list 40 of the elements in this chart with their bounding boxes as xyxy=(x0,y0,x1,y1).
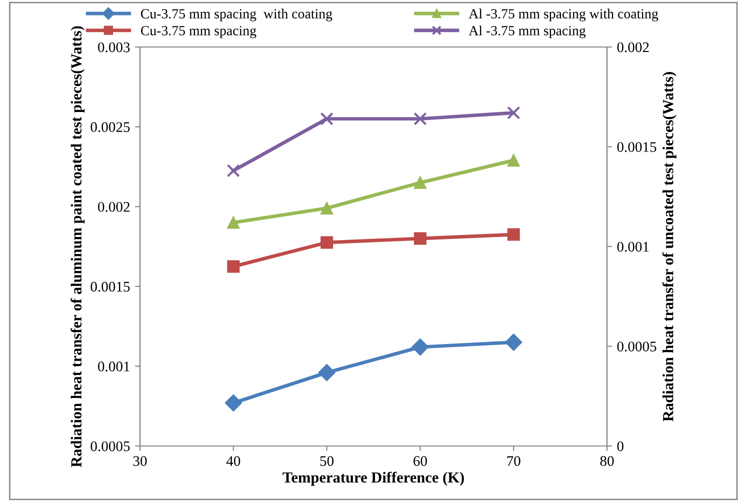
y-tick-label: 0.0005 xyxy=(90,441,130,452)
y-tick-label: 0.002 xyxy=(98,202,130,212)
point xyxy=(505,334,522,351)
y2-tick-label: 0.0005 xyxy=(617,342,656,352)
point xyxy=(320,236,334,249)
point xyxy=(226,164,240,178)
point xyxy=(320,202,334,214)
y-tick-label: 0.003 xyxy=(98,42,130,52)
y2-axis-title: Radiation heat transfer of uncoated test pieces(Watts) xyxy=(662,72,676,422)
y-tick-label: 0.0025 xyxy=(90,122,130,132)
point xyxy=(320,112,334,126)
x-tick-label: 30 xyxy=(133,456,147,466)
y2-tick-label: 0 xyxy=(617,441,624,452)
y2-tick-label: 0.0015 xyxy=(617,142,656,152)
point xyxy=(507,106,520,120)
x-tick-label: 60 xyxy=(414,456,427,466)
point xyxy=(227,216,240,229)
point xyxy=(414,176,426,189)
x-axis-title: Temperature Difference (K) xyxy=(282,472,464,486)
legend-label: Cu-3.75 mm spacing with coating xyxy=(140,8,332,22)
legend-label: Al -3.75 mm spacing with coating xyxy=(468,8,658,22)
x-tick-label: 70 xyxy=(507,456,520,466)
point xyxy=(507,228,520,241)
point xyxy=(414,232,426,245)
point xyxy=(318,364,336,382)
y2-tick-label: 0.002 xyxy=(617,42,649,52)
point xyxy=(414,112,427,126)
x-tick-label: 80 xyxy=(600,456,614,466)
legend-label: Al -3.75 mm spacing xyxy=(468,26,586,38)
y-tick-label: 0.0015 xyxy=(90,282,130,292)
point xyxy=(412,338,429,356)
y-axis-title: Radiation heat transfer of aluminum paint coated test pieces(Watts) xyxy=(70,26,85,468)
y-tick-label: 0.001 xyxy=(98,362,130,372)
point xyxy=(507,154,520,167)
point xyxy=(227,260,240,273)
x-tick-label: 40 xyxy=(226,456,240,466)
y2-tick-label: 0.001 xyxy=(617,242,649,252)
legend-label: Cu-3.75 mm spacing xyxy=(140,26,256,38)
point xyxy=(224,394,242,412)
x-tick-label: 50 xyxy=(320,456,334,466)
